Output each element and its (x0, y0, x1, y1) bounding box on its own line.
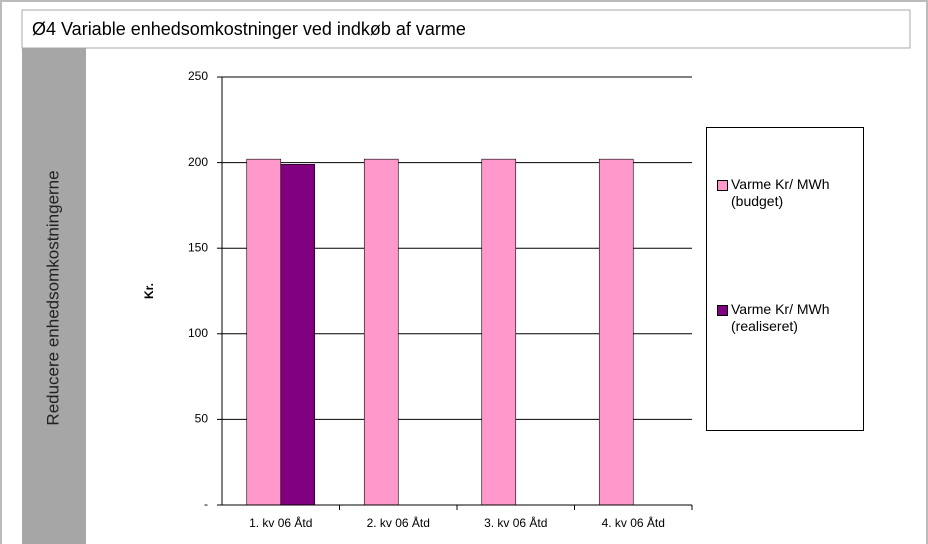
legend-swatch (717, 305, 728, 316)
legend: Varme Kr/ MWh (budget) Varme Kr/ MWh (rea… (706, 127, 864, 431)
legend-label: Varme Kr/ MWh (budget) (731, 176, 830, 209)
bar (598, 158, 634, 506)
header (21, 9, 911, 49)
legend-swatch (717, 180, 728, 191)
y-tick-label: 150 (188, 240, 208, 254)
x-tick-label: 3. kv 06 Åtd (484, 515, 547, 530)
sidebar (22, 48, 86, 544)
y-axis-label: Kr. (142, 283, 156, 299)
y-tick-label: 250 (188, 69, 208, 83)
y-tick-label: 200 (188, 155, 208, 169)
x-tick-label: 2. kv 06 Åtd (367, 515, 430, 530)
bar (481, 158, 517, 506)
legend-item: Varme Kr/ MWh (realiseret) (717, 301, 847, 335)
bar (363, 158, 399, 506)
legend-label: Varme Kr/ MWh (realiseret) (731, 301, 830, 334)
bar (280, 164, 316, 506)
sidebar-label: Reducere enhedsomkostningerne (43, 170, 62, 425)
y-tick-label: 100 (188, 326, 208, 340)
legend-item: Varme Kr/ MWh (budget) (717, 176, 847, 210)
header-title: Ø4 Variable enhedsomkostninger ved indkø… (32, 19, 466, 39)
y-tick-label: - (204, 497, 208, 511)
bar (246, 158, 282, 506)
x-tick-label: 4. kv 06 Åtd (602, 515, 665, 530)
y-tick-label: 50 (195, 412, 209, 426)
x-tick-label: 1. kv 06 Åtd (249, 515, 312, 530)
